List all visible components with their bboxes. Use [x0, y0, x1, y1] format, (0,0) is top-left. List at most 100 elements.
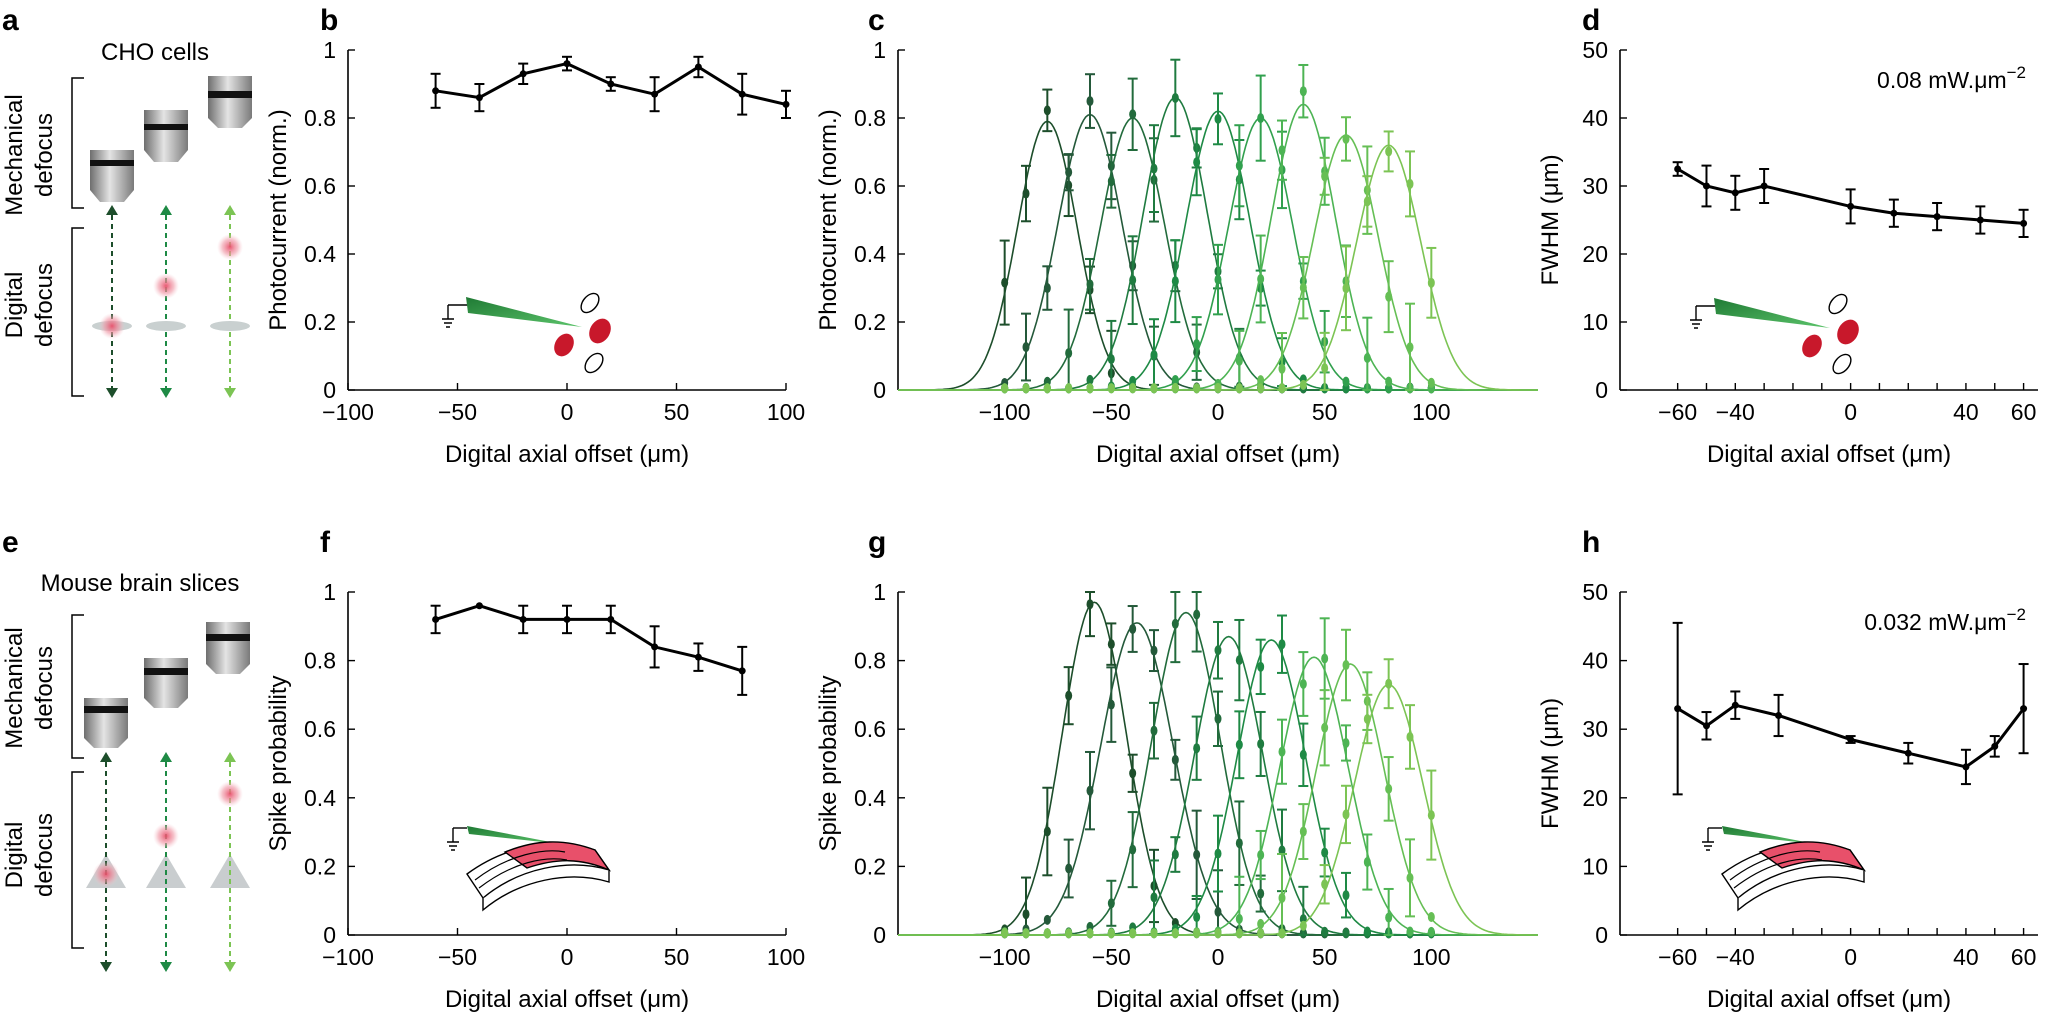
schematic-a-digital-label-1: Digital	[1, 272, 28, 339]
data-point	[1129, 275, 1137, 286]
data-point	[1257, 273, 1265, 284]
data-point	[1760, 182, 1768, 190]
power-density-annotation: 0.08 mW.μm−2	[1877, 63, 2026, 93]
x-axis-label: Digital axial offset (μm)	[445, 986, 689, 1013]
data-point	[1043, 283, 1051, 294]
data-point	[1278, 639, 1286, 650]
focal-spot	[153, 823, 179, 849]
x-tick-label: −100	[322, 399, 374, 425]
x-tick-label: 0	[1212, 399, 1225, 425]
data-point	[1214, 713, 1222, 724]
data-point	[1385, 912, 1393, 923]
data-point	[1299, 379, 1307, 390]
data-point	[475, 602, 483, 610]
y-tick-label: 40	[1582, 648, 1608, 674]
x-tick-label: 100	[1412, 399, 1450, 425]
data-point	[1171, 618, 1179, 629]
data-point	[1299, 826, 1307, 837]
data-point	[1890, 209, 1898, 217]
patch-clamp-inset-icon	[1690, 293, 1859, 375]
data-point	[1043, 383, 1051, 394]
data-point	[1257, 888, 1265, 899]
data-point	[1193, 849, 1201, 860]
x-axis-label: Digital axial offset (μm)	[445, 441, 689, 468]
y-tick-label: 30	[1582, 173, 1608, 199]
data-point	[1299, 86, 1307, 97]
x-axis-label: Digital axial offset (μm)	[1707, 441, 1951, 468]
chart-b: −100 −50 0 50 100 0 0.2 0.4 0.6 0.8 1 Digital axial…	[265, 37, 805, 468]
data-point	[1321, 363, 1329, 374]
data-point	[1086, 374, 1094, 385]
data-point	[1257, 738, 1265, 749]
data-point	[1235, 383, 1243, 394]
mech-bracket	[71, 614, 84, 759]
data-point	[1702, 722, 1710, 730]
x-axis-label: Digital axial offset (μm)	[1096, 441, 1340, 468]
data-point	[1107, 383, 1115, 394]
focal-spot	[153, 273, 179, 299]
data-point	[1214, 274, 1222, 285]
data-point	[1933, 213, 1941, 221]
data-point	[1342, 737, 1350, 748]
x-tick-label: 50	[1312, 944, 1338, 970]
y-tick-label: 0	[1595, 922, 1608, 948]
data-point	[1406, 342, 1414, 353]
y-tick-label: 0	[323, 377, 336, 403]
data-point	[1235, 928, 1243, 939]
panel-label-f: f	[320, 526, 331, 559]
data-point	[1171, 849, 1179, 860]
data-point	[1171, 92, 1179, 103]
data-point	[1278, 892, 1286, 903]
data-point	[1427, 277, 1435, 288]
data-point	[738, 90, 746, 98]
brain-slice-inset-icon	[447, 826, 611, 912]
data-point	[1150, 163, 1158, 174]
y-tick-label: 0.6	[854, 716, 886, 742]
y-tick-label: 20	[1582, 785, 1608, 811]
schematic-a-title: CHO cells	[101, 39, 209, 66]
y-tick-label: 50	[1582, 37, 1608, 63]
data-point	[1342, 809, 1350, 820]
x-tick-label: 40	[1953, 399, 1979, 425]
data-point	[1363, 857, 1371, 868]
objective-icon	[206, 622, 250, 674]
annotation-exponent: −2	[2007, 63, 2026, 82]
data-point	[1065, 863, 1073, 874]
data-point	[1731, 189, 1739, 197]
data-line	[435, 604, 743, 673]
data-point	[475, 94, 483, 102]
data-point	[1214, 848, 1222, 859]
x-tick-label: 50	[664, 944, 690, 970]
panel-label-g: g	[868, 526, 886, 559]
cell-plane	[210, 321, 250, 331]
y-tick-label: 0.4	[304, 785, 336, 811]
y-tick-label: 0.8	[304, 648, 336, 674]
y-tick-label: 0.6	[304, 173, 336, 199]
data-point	[2020, 705, 2028, 713]
objective-icon	[144, 658, 188, 708]
data-point	[1022, 188, 1030, 199]
y-tick-label: 10	[1582, 309, 1608, 335]
data-point	[1086, 279, 1094, 290]
data-point	[1406, 178, 1414, 189]
y-tick-label: 0.2	[304, 853, 336, 879]
data-point	[1406, 872, 1414, 883]
data-point	[1193, 157, 1201, 168]
data-point	[1904, 749, 1912, 757]
data-point	[1278, 145, 1286, 156]
x-tick-label: 0	[561, 944, 574, 970]
y-tick-label: 40	[1582, 105, 1608, 131]
y-axis-label: Spike probability	[265, 675, 292, 851]
data-point	[1107, 699, 1115, 710]
data-point	[1043, 826, 1051, 837]
data-point	[1321, 653, 1329, 664]
series-0	[898, 92, 1538, 394]
data-point	[1847, 202, 1855, 210]
cell-plane	[146, 321, 186, 331]
data-point	[1235, 739, 1243, 750]
x-tick-label: −100	[979, 399, 1031, 425]
x-tick-label: −40	[1716, 944, 1755, 970]
y-axis-label: FWHM (μm)	[1537, 154, 1564, 285]
x-tick-label: 0	[1844, 399, 1857, 425]
data-point	[1150, 725, 1158, 736]
